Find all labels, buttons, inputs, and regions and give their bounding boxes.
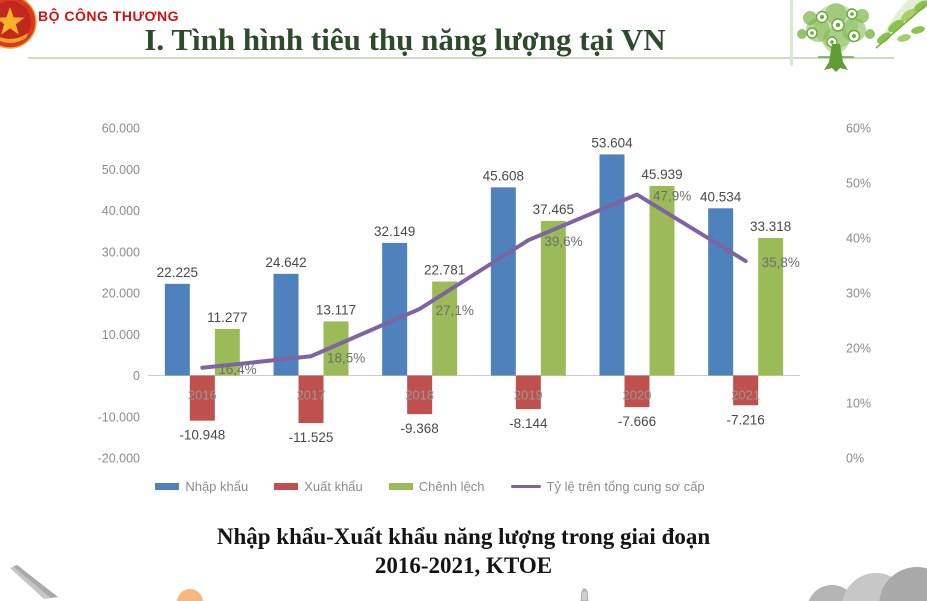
bar-value-label: 37.465 xyxy=(533,202,574,217)
bar-value-label: -10.948 xyxy=(179,428,225,443)
legend-label: Nhập khẩu xyxy=(185,479,249,494)
side-strip xyxy=(790,0,793,66)
right-axis-tick-label: 60% xyxy=(846,122,871,136)
legend-item: Nhập khẩu xyxy=(155,479,248,494)
bar-0-2016 xyxy=(164,283,190,376)
caption-line-1: Nhập khẩu-Xuất khẩu năng lượng trong gia… xyxy=(216,524,711,549)
bar-0-2021 xyxy=(708,208,734,376)
legend-item: Xuất khẩu xyxy=(274,479,363,494)
tiny-lighthouse-icon xyxy=(580,588,589,601)
left-axis-tick-label: 60.000 xyxy=(102,122,140,136)
trend-point-label: 39,6% xyxy=(544,234,582,249)
right-axis-tick-label: 0% xyxy=(846,452,864,466)
bar-2-2019 xyxy=(540,220,566,376)
orange-circle-decor xyxy=(177,589,203,601)
left-axis-tick-label: -10.000 xyxy=(98,410,140,424)
legend-line-swatch xyxy=(510,484,541,489)
bar-value-label: 40.534 xyxy=(700,189,742,204)
legend-label: Chênh lệch xyxy=(418,479,485,494)
bar-value-label: 45.608 xyxy=(483,168,524,183)
bar-2-2018 xyxy=(432,281,458,376)
left-axis-tick-label: -20.000 xyxy=(98,452,140,466)
legend-item: Chênh lệch xyxy=(388,479,485,494)
page-title: I. Tình hình tiêu thụ năng lượng tại VN xyxy=(144,22,666,57)
bar-value-label: -9.368 xyxy=(401,421,439,436)
energy-combo-chart: 60.000 50.000 40.000 30.000 20.000 10.000 0 -10… xyxy=(98,122,871,466)
bar-1-2019 xyxy=(515,375,541,410)
bar-value-label: -7.666 xyxy=(618,414,656,429)
trend-point-label: 27,1% xyxy=(436,303,474,318)
category-label: 2021 xyxy=(731,388,760,403)
bar-value-label: 45.939 xyxy=(641,167,682,182)
category-label: 2018 xyxy=(405,388,434,403)
bar-1-2020 xyxy=(624,375,650,408)
gray-clouds-decor xyxy=(808,567,927,601)
chart-legend: Nhập khẩu Xuất khẩu Chênh lệch Tỷ lệ trên t… xyxy=(0,479,860,494)
bar-0-2018 xyxy=(382,242,408,376)
chart-caption: Nhập khẩu-Xuất khẩu năng lượng trong gia… xyxy=(0,522,927,580)
left-axis-tick-label: 0 xyxy=(133,369,140,383)
bar-value-label: 22.225 xyxy=(157,265,198,280)
bar-1-2017 xyxy=(298,375,324,424)
bar-2-2021 xyxy=(758,238,784,376)
bar-value-label: 32.149 xyxy=(374,224,415,239)
category-label: 2020 xyxy=(623,388,652,403)
bar-value-label: 13.117 xyxy=(316,302,356,317)
legend-color-swatch xyxy=(155,483,180,490)
caption-line-2: 2016-2021, KTOE xyxy=(374,553,553,578)
category-label: 2017 xyxy=(297,388,326,403)
trend-line xyxy=(200,192,748,370)
left-axis-tick-label: 40.000 xyxy=(102,204,140,218)
left-axis-tick-label: 20.000 xyxy=(102,287,140,301)
category-label: 2019 xyxy=(514,388,543,403)
right-axis-tick-label: 40% xyxy=(846,232,871,246)
bar-1-2018 xyxy=(407,375,433,415)
bar-value-label: 11.277 xyxy=(207,310,247,325)
bar-value-label: -7.216 xyxy=(727,412,765,427)
bar-value-label: -11.525 xyxy=(289,430,334,445)
bar-0-2020 xyxy=(599,154,625,376)
bar-value-label: -8.144 xyxy=(509,416,548,431)
bar-1-2016 xyxy=(189,375,215,421)
right-axis-tick-label: 50% xyxy=(846,177,871,191)
bar-2-2020 xyxy=(649,186,675,376)
bar-value-label: 24.642 xyxy=(265,255,306,270)
left-axis-tick-label: 30.000 xyxy=(102,245,140,259)
legend-item: Tỷ lệ trên tổng cung sơ cấp xyxy=(510,479,705,494)
right-axis-tick-label: 20% xyxy=(846,342,871,356)
left-axis-tick-label: 50.000 xyxy=(102,163,140,177)
bar-0-2019 xyxy=(490,187,516,376)
trend-point-label: 47,9% xyxy=(653,189,691,204)
ministry-name: BỘ CÔNG THƯƠNG xyxy=(38,8,179,24)
trend-point-label: 35,8% xyxy=(762,255,800,270)
gray-pencil-icon xyxy=(10,565,58,599)
bar-value-label: 53.604 xyxy=(591,135,633,150)
category-label: 2016 xyxy=(188,388,217,403)
legend-color-swatch xyxy=(274,483,299,490)
vietnam-emblem-icon xyxy=(0,0,37,49)
trend-point-label: 18,5% xyxy=(327,350,365,365)
right-axis-tick-label: 30% xyxy=(846,287,871,301)
legend-color-swatch xyxy=(388,483,413,490)
bar-value-label: 33.318 xyxy=(750,219,791,234)
bar-value-label: 22.781 xyxy=(424,263,465,278)
eco-tree-icon xyxy=(797,0,927,72)
right-axis-tick-label: 10% xyxy=(846,397,871,411)
title-underline xyxy=(28,57,894,59)
legend-label: Tỷ lệ trên tổng cung sơ cấp xyxy=(546,479,705,494)
trend-point-label: 16,4% xyxy=(218,362,256,377)
bar-1-2021 xyxy=(733,375,759,406)
left-axis-tick-label: 10.000 xyxy=(102,328,140,342)
legend-label: Xuất khẩu xyxy=(304,479,363,494)
